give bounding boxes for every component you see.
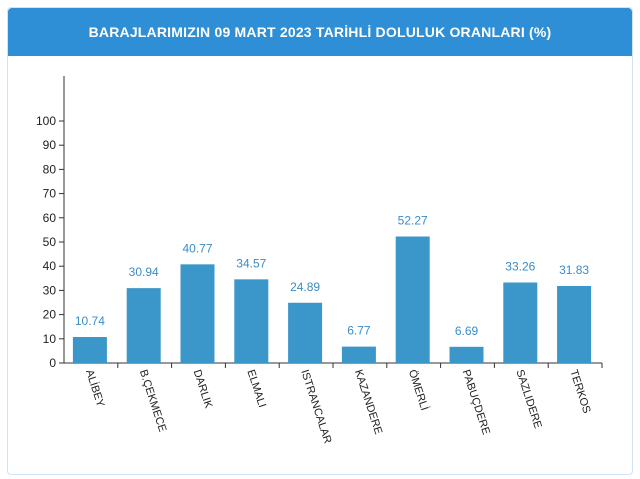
y-tick-label: 50 [43,235,57,249]
chart-title: BARAJLARIMIZIN 09 MART 2023 TARİHLİ DOLU… [88,24,552,40]
data-label: 6.77 [347,324,371,338]
data-label: 34.57 [236,256,266,270]
y-tick-label: 60 [43,211,57,225]
chart-header: BARAJLARIMIZIN 09 MART 2023 TARİHLİ DOLU… [8,8,632,56]
bar-7 [395,236,430,363]
bar-6 [341,346,376,363]
bar-2 [126,288,161,363]
bar-8 [449,346,484,363]
y-tick-label: 30 [43,283,57,297]
data-label: 52.27 [398,214,428,228]
data-label: 40.77 [182,241,212,255]
data-label: 33.26 [505,260,535,274]
chart-card: BARAJLARIMIZIN 09 MART 2023 TARİHLİ DOLU… [7,7,633,475]
data-label: 10.74 [75,314,105,328]
data-label: 31.83 [559,263,589,277]
category-label: ELMALI [244,368,268,409]
data-label: 30.94 [129,265,159,279]
data-label: 24.89 [290,280,320,294]
category-label: KAZANDERE [352,368,384,436]
category-label: ISTRANCALAR [298,368,333,445]
category-label: B.ÇEKMECE [137,368,168,433]
category-label: SAZLIDERE [513,368,543,430]
bar-10 [557,285,592,363]
y-tick-label: 100 [36,114,56,128]
bar-5 [288,302,323,363]
y-tick-label: 10 [43,332,57,346]
y-tick-label: 90 [43,138,57,152]
bar-3 [180,264,215,363]
bar-1 [72,337,107,363]
category-label: PABUÇDERE [460,368,492,436]
y-tick-label: 80 [43,162,57,176]
category-label: TERKOS [567,368,592,415]
bar-4 [234,279,269,363]
bar-9 [503,282,538,363]
y-tick-label: 70 [43,187,57,201]
category-label: DARLIK [191,368,215,410]
y-tick-label: 40 [43,259,57,273]
y-tick-label: 20 [43,308,57,322]
category-label: ÖMERLİ [406,368,431,412]
data-label: 6.69 [455,324,479,338]
y-tick-label: 0 [49,356,56,370]
category-label: ALİBEY [83,368,107,409]
